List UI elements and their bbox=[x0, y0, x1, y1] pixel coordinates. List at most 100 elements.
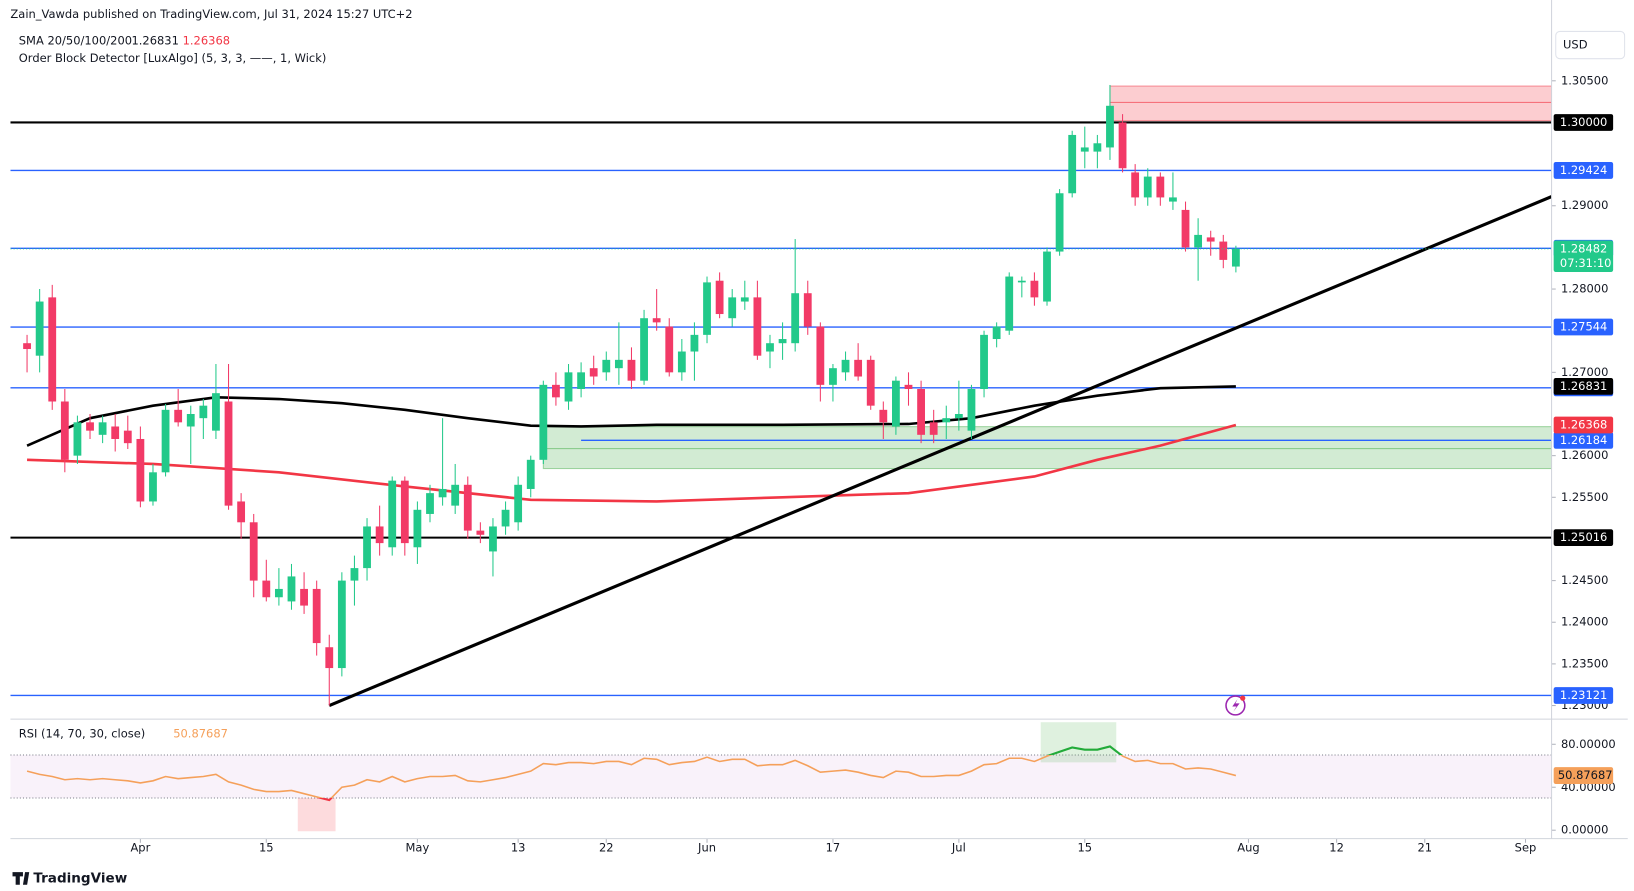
candle-body bbox=[577, 372, 586, 390]
candle-body bbox=[614, 359, 623, 369]
x-tick-label: Apr bbox=[130, 841, 150, 855]
candle-body bbox=[803, 293, 812, 327]
candle-body bbox=[388, 480, 397, 548]
level-label: 1.30000 bbox=[1560, 115, 1607, 129]
currency-button[interactable] bbox=[1555, 30, 1626, 60]
candle-body bbox=[539, 384, 548, 460]
alert-dot bbox=[1240, 695, 1246, 701]
candle-body bbox=[1143, 176, 1152, 198]
y-tick-label: 1.26000 bbox=[1561, 448, 1608, 462]
level-label: 1.29424 bbox=[1560, 163, 1607, 177]
y-tick-label: 1.25500 bbox=[1561, 490, 1608, 504]
candle-body bbox=[841, 359, 850, 373]
candle-body bbox=[98, 422, 107, 435]
candle-body bbox=[413, 509, 422, 548]
brand: TradingView bbox=[33, 870, 127, 886]
candle-body bbox=[829, 368, 837, 385]
candle-body bbox=[967, 389, 976, 431]
candle-body bbox=[400, 480, 409, 544]
candle-body bbox=[186, 413, 195, 427]
candle-body bbox=[690, 334, 699, 352]
candle-body bbox=[35, 301, 44, 356]
candle-body bbox=[929, 422, 938, 435]
candle-body bbox=[1055, 193, 1064, 252]
price-label-bg bbox=[1553, 240, 1614, 272]
candle-body bbox=[1231, 248, 1240, 267]
price-pane bbox=[10, 84, 1552, 707]
y-tick-label: 1.24500 bbox=[1561, 573, 1608, 587]
y-tick-label: 1.24000 bbox=[1561, 615, 1608, 629]
rsi-label: RSI (14, 70, 30, close) bbox=[19, 726, 145, 740]
obd-label: Order Block Detector [LuxAlgo] (5, 3, 3,… bbox=[19, 51, 327, 65]
candle-body bbox=[1080, 147, 1089, 152]
candle-body bbox=[954, 413, 963, 419]
candle-body bbox=[199, 405, 208, 419]
rsi-highlight bbox=[297, 797, 336, 832]
rsi-axis-label: 50.87687 bbox=[1558, 768, 1613, 782]
sma-label-bg bbox=[1553, 416, 1614, 434]
candle-body bbox=[476, 530, 485, 535]
candle-body bbox=[501, 509, 510, 527]
price-axis: 1.30500 1.29000 1.28000 1.27000 1.26000 1.255… bbox=[130, 73, 1614, 855]
x-tick-label: May bbox=[406, 841, 430, 855]
publisher: Zain_Vawda published on TradingView.com,… bbox=[10, 7, 412, 21]
level-label: 1.26184 bbox=[1560, 433, 1607, 447]
candle-body bbox=[904, 384, 913, 390]
currency[interactable]: USD bbox=[1563, 38, 1588, 52]
x-tick-label: Jul bbox=[951, 841, 966, 855]
candle-body bbox=[1017, 280, 1026, 283]
x-tick-label: 15 bbox=[259, 841, 274, 855]
rsi-value: 50.87687 bbox=[173, 726, 228, 740]
level-label-bg bbox=[1553, 318, 1614, 336]
candle-body bbox=[854, 359, 863, 377]
candle-body bbox=[350, 568, 359, 581]
candle-body bbox=[174, 409, 183, 423]
candle-body bbox=[879, 409, 888, 423]
candle-body bbox=[136, 438, 145, 502]
rsi-highlight bbox=[1040, 722, 1117, 763]
alert-bolt bbox=[1232, 699, 1240, 712]
candle-body bbox=[1068, 134, 1077, 194]
candle-body bbox=[312, 588, 321, 644]
candle-body bbox=[1093, 143, 1102, 152]
sma-line bbox=[27, 423, 1237, 503]
candle-body bbox=[564, 372, 573, 402]
y-tick-label: 1.27000 bbox=[1561, 365, 1608, 379]
candle-body bbox=[992, 326, 1001, 340]
level-label: 1.25016 bbox=[1560, 530, 1607, 544]
candle-body bbox=[73, 422, 82, 456]
candle-body bbox=[237, 501, 246, 523]
candle-body bbox=[1131, 172, 1140, 198]
candle-body bbox=[1194, 234, 1203, 248]
sma-axis-label: 1.26831 bbox=[1560, 379, 1607, 393]
rsi-line bbox=[26, 745, 1237, 802]
candle-body bbox=[652, 318, 661, 323]
candle-body bbox=[86, 422, 94, 431]
sma-label-bg bbox=[1553, 378, 1614, 395]
level-label-bg bbox=[1553, 162, 1614, 179]
candle-body bbox=[552, 384, 560, 398]
candle-body bbox=[274, 588, 283, 598]
candle-body bbox=[942, 418, 951, 423]
candle-body bbox=[602, 359, 611, 373]
x-tick-label: Aug bbox=[1237, 841, 1259, 855]
x-tick-label: 17 bbox=[826, 841, 841, 855]
y-tick-label: 1.29000 bbox=[1561, 198, 1608, 212]
candle-body bbox=[715, 280, 724, 315]
candle-body bbox=[375, 526, 384, 544]
sma-value: 1.26368 bbox=[183, 33, 230, 47]
candle-body bbox=[627, 359, 636, 381]
candle-body bbox=[161, 409, 170, 473]
candle-body bbox=[917, 389, 925, 435]
candle-body bbox=[224, 401, 233, 506]
x-tick-label: Jun bbox=[697, 841, 716, 855]
sma-axis-label: 1.26368 bbox=[1560, 417, 1607, 431]
candle-body bbox=[665, 326, 674, 373]
candle-body bbox=[526, 459, 535, 489]
candle-body bbox=[489, 526, 497, 552]
candle-body bbox=[60, 401, 69, 460]
x-tick-label: 15 bbox=[1077, 841, 1092, 855]
candle-body bbox=[703, 282, 711, 335]
